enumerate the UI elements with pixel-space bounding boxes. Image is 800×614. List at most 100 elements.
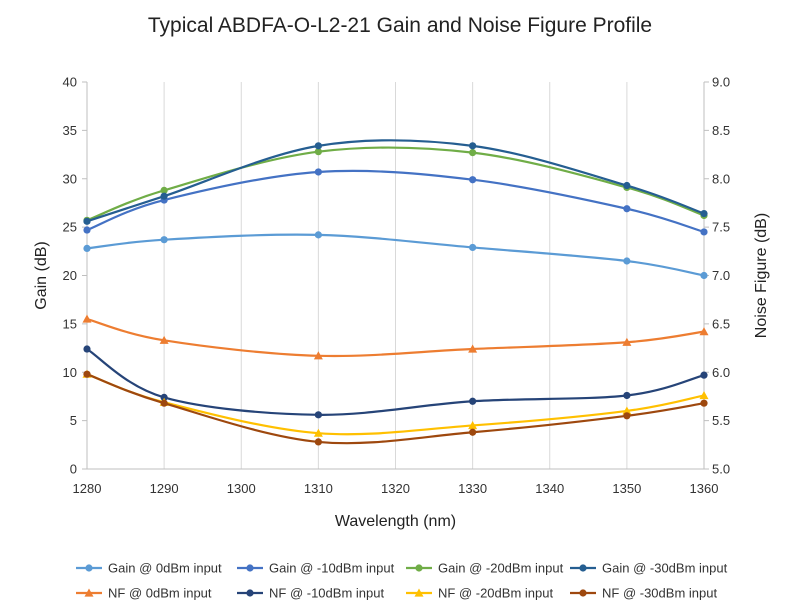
chart-title: Typical ABDFA-O-L2-21 Gain and Noise Fig… (147, 14, 653, 37)
x-tick-label: 1360 (690, 481, 719, 496)
data-point (160, 236, 168, 244)
y2-tick-label: 9.0 (712, 75, 730, 90)
legend-label: NF @ -10dBm input (269, 586, 384, 601)
x-tick-label: 1340 (535, 481, 564, 496)
data-point (84, 588, 94, 597)
legend-item: NF @ -30dBm input (570, 586, 717, 601)
data-point (314, 231, 322, 239)
y2-tick-label: 5.5 (712, 413, 730, 428)
data-point (700, 399, 708, 407)
data-point (314, 168, 322, 176)
data-point (414, 588, 424, 597)
y-tick-label: 0 (70, 462, 77, 477)
data-point (82, 314, 92, 323)
data-point (415, 564, 423, 572)
series-nf-0dbm-input (82, 314, 709, 360)
data-point (469, 428, 477, 436)
legend-label: Gain @ -20dBm input (438, 561, 564, 576)
x-axis-title: Wavelength (nm) (335, 513, 456, 530)
y2-tick-label: 7.5 (712, 220, 730, 235)
data-point (700, 209, 708, 218)
legend-label: NF @ -20dBm input (438, 586, 553, 601)
data-point (622, 406, 632, 415)
data-point (83, 345, 91, 353)
series-nf-10dbm-input (83, 345, 708, 419)
y-tick-label: 20 (63, 268, 77, 283)
y-tick-label: 10 (63, 365, 77, 380)
legend: Gain @ 0dBm input Gain @ -10dBm input Gain… (76, 561, 728, 601)
axes: 1280 1290 1300 1310 1320 1330 1340 1350 1360 0 5 10… (33, 75, 770, 531)
legend-item: Gain @ 0dBm input (76, 561, 222, 576)
legend-label: Gain @ -10dBm input (269, 561, 395, 576)
data-point (314, 438, 322, 446)
y-axis-title: Gain (dB) (33, 241, 50, 309)
legend-label: NF @ -30dBm input (602, 586, 717, 601)
data-point (83, 226, 91, 234)
data-point (83, 244, 91, 253)
data-point (623, 181, 631, 190)
legend-label: Gain @ 0dBm input (108, 561, 222, 576)
series-gain-30dbm-input (83, 139, 708, 225)
legend-label: Gain @ -30dBm input (602, 561, 728, 576)
data-point (623, 257, 631, 265)
data-point (579, 564, 587, 572)
legend-item: Gain @ -30dBm input (570, 561, 728, 576)
legend-item: Gain @ -10dBm input (237, 561, 395, 576)
data-point (700, 228, 708, 236)
y-tick-label: 40 (63, 75, 77, 90)
y-tick-label: 35 (63, 123, 77, 138)
series-gain-0dbm-input (83, 231, 708, 280)
data-point (700, 371, 708, 379)
data-point (246, 564, 254, 572)
data-point (579, 589, 587, 597)
data-point (469, 243, 477, 252)
data-point (313, 428, 323, 437)
data-point (314, 148, 322, 156)
x-tick-label: 1280 (73, 481, 102, 496)
series-layer (82, 139, 709, 446)
data-point (468, 420, 478, 430)
y-tick-label: 15 (63, 316, 77, 331)
series-nf-30dbm-input (83, 370, 708, 446)
y-tick-label: 30 (63, 171, 77, 186)
y2-tick-label: 5.0 (712, 462, 730, 477)
data-point (469, 176, 477, 184)
data-point (160, 399, 168, 407)
x-tick-label: 1330 (458, 481, 487, 496)
y2-tick-label: 7.0 (712, 268, 730, 283)
data-point (246, 589, 254, 597)
y2-tick-label: 6.5 (712, 316, 730, 331)
x-tick-label: 1320 (381, 481, 410, 496)
data-point (699, 390, 709, 400)
y2-tick-label: 8.5 (712, 123, 730, 138)
y-tick-label: 25 (63, 220, 77, 235)
x-tick-label: 1300 (227, 481, 256, 496)
data-point (622, 337, 632, 346)
legend-item: NF @ 0dBm input (76, 586, 212, 601)
data-point (313, 351, 323, 360)
data-point (160, 393, 168, 402)
data-point (83, 370, 91, 378)
data-point (85, 564, 93, 572)
data-point (160, 186, 168, 194)
x-tick-label: 1290 (150, 481, 179, 496)
y2-axis-title: Noise Figure (dB) (753, 213, 770, 338)
x-tick-label: 1310 (304, 481, 333, 496)
data-point (160, 192, 168, 200)
data-point (469, 149, 477, 157)
data-point (623, 205, 631, 213)
y-tick-label: 5 (70, 413, 77, 428)
data-point (623, 412, 631, 420)
data-point (700, 271, 708, 280)
data-point (623, 391, 631, 400)
data-point (468, 344, 478, 353)
data-point (469, 142, 477, 150)
legend-item: NF @ -20dBm input (406, 586, 553, 601)
data-point (469, 397, 477, 405)
legend-item: Gain @ -20dBm input (406, 561, 564, 576)
legend-item: NF @ -10dBm input (237, 586, 384, 601)
x-tick-label: 1350 (612, 481, 641, 496)
y2-tick-label: 6.0 (712, 365, 730, 380)
